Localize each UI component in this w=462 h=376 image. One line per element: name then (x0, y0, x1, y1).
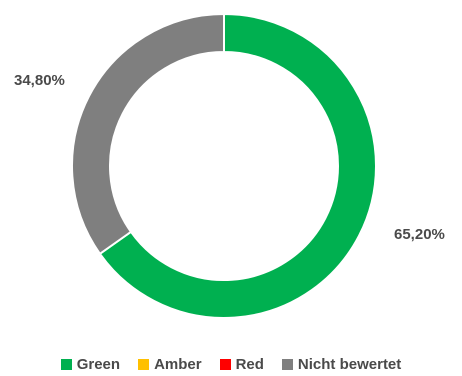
legend-swatch-red (219, 359, 231, 370)
data-label-nicht-bewertet: 34,80% (14, 72, 65, 89)
legend-label-green: Green (76, 356, 121, 373)
data-label-green: 65,20% (394, 226, 445, 243)
donut-slice-nicht-bewertet[interactable] (71, 12, 225, 256)
donut-slice-green[interactable] (98, 12, 377, 319)
legend-item-nicht-bewertet[interactable]: Nicht bewertet (281, 356, 402, 373)
legend-swatch-green (60, 359, 72, 370)
legend-item-amber[interactable]: Amber (138, 356, 202, 373)
legend-item-red[interactable]: Red (219, 356, 264, 373)
legend-item-green[interactable]: Green (60, 356, 121, 373)
legend-label-red: Red (235, 356, 264, 373)
legend-swatch-nicht-bewertet (281, 359, 293, 370)
legend-label-amber: Amber (154, 356, 202, 373)
legend-label-nicht-bewertet: Nicht bewertet (297, 356, 402, 373)
legend: Green Amber Red Nicht bewertet (0, 356, 462, 373)
legend-swatch-amber (138, 359, 150, 370)
